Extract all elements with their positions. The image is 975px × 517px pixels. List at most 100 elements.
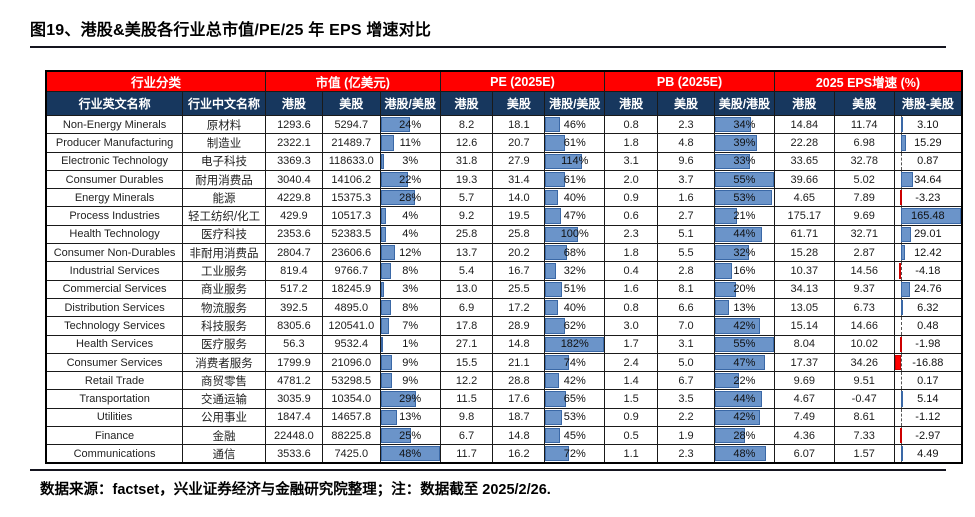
industry-name-cn: 电子科技 xyxy=(182,151,266,171)
group-header: 行业分类 xyxy=(45,70,266,92)
value-cell: 6.73 xyxy=(833,297,895,318)
ratio-bar-cell: 182% xyxy=(544,334,606,354)
value-cell: 16.2 xyxy=(492,444,546,464)
ratio-bar-cell: 21% xyxy=(713,206,775,226)
value-cell: 175.17 xyxy=(773,206,835,226)
data-bar xyxy=(381,226,386,243)
ratio-bar-cell: 61% xyxy=(544,169,606,190)
data-bar xyxy=(381,208,386,224)
industry-name-en: Distribution Services xyxy=(45,297,184,318)
data-bar xyxy=(715,391,763,407)
ratio-bar-cell: 51% xyxy=(544,279,606,299)
value-cell: 1.6 xyxy=(657,188,715,208)
ratio-value: 182% xyxy=(560,338,589,351)
value-cell: 10.37 xyxy=(773,261,835,281)
data-bar xyxy=(545,281,562,297)
ratio-value: 24% xyxy=(399,118,422,131)
industry-name-cn: 商业服务 xyxy=(182,279,266,299)
ratio-value: 22% xyxy=(733,374,756,387)
data-bar xyxy=(381,153,385,169)
data-bar xyxy=(900,299,904,316)
sub-header: 美股 xyxy=(492,91,546,116)
data-bar xyxy=(715,354,766,371)
ratio-value: 9% xyxy=(402,356,419,369)
value-cell: 21489.7 xyxy=(321,133,381,153)
ratio-value: 13% xyxy=(733,301,756,314)
industry-name-cn: 工业服务 xyxy=(182,261,266,281)
industry-name-en: Energy Minerals xyxy=(45,188,184,208)
table-row: Energy Minerals 能源 4229.8 15375.3 28% 5.7 14.0… xyxy=(45,188,963,208)
data-bar xyxy=(381,409,397,426)
ratio-bar-cell: 34% xyxy=(713,114,775,135)
sub-header: 美股 xyxy=(321,91,381,116)
sub-header: 美股/港股 xyxy=(713,91,775,116)
ratio-value: 40% xyxy=(563,191,586,204)
ratio-bar-cell: 28% xyxy=(379,188,441,208)
data-bar xyxy=(545,409,563,426)
table-row: Health Services 医疗服务 56.3 9532.4 1% 27.1 14.8 1… xyxy=(45,334,963,354)
ratio-value: 100% xyxy=(560,228,589,241)
data-bar xyxy=(545,117,561,133)
table-row: Producer Manufacturing 制造业 2322.1 21489.7 11… xyxy=(45,133,963,153)
value-cell: 12.2 xyxy=(439,371,494,391)
eps-diff-bar-cell: 24.76 xyxy=(893,279,963,299)
data-bar xyxy=(545,318,566,334)
value-cell: 11.74 xyxy=(833,114,895,135)
ratio-value: 1% xyxy=(402,338,419,351)
value-cell: 1.9 xyxy=(657,426,715,446)
ratio-bar-cell: 8% xyxy=(379,261,441,281)
ratio-value: 11% xyxy=(399,136,421,149)
data-bar xyxy=(545,208,561,224)
value-cell: 1.7 xyxy=(604,334,659,354)
value-cell: 4.36 xyxy=(773,426,835,446)
data-bar xyxy=(715,245,750,261)
ratio-value: 32% xyxy=(563,265,586,278)
data-bar xyxy=(545,153,583,169)
negative-data-bar xyxy=(899,428,902,444)
eps-diff-bar-cell: 12.42 xyxy=(893,243,963,263)
ratio-value: 40% xyxy=(563,301,586,314)
ratio-bar-cell: 55% xyxy=(713,169,775,190)
value-cell: 7.33 xyxy=(833,426,895,446)
value-cell: 33.65 xyxy=(773,151,835,171)
value-cell: 3.5 xyxy=(657,389,715,409)
ratio-value: 4% xyxy=(402,228,419,241)
value-cell: 2.3 xyxy=(604,224,659,245)
eps-diff-value: 12.42 xyxy=(914,246,942,259)
zero-axis-line xyxy=(900,317,902,335)
value-cell: 1.57 xyxy=(833,444,895,464)
value-cell: 9.8 xyxy=(439,407,494,428)
ratio-bar-cell: 4% xyxy=(379,224,441,245)
value-cell: -0.47 xyxy=(833,389,895,409)
ratio-bar-cell: 45% xyxy=(544,426,606,446)
value-cell: 34.13 xyxy=(773,279,835,299)
value-cell: 20.7 xyxy=(492,133,546,153)
data-bar xyxy=(381,391,417,407)
ratio-value: 62% xyxy=(563,319,586,332)
table-row: Industrial Services 工业服务 819.4 9766.7 8% 5.4 1… xyxy=(45,261,963,281)
value-cell: 20.2 xyxy=(492,243,546,263)
table-body: Non-Energy Minerals 原材料 1293.6 5294.7 24% 8.2… xyxy=(45,114,963,464)
value-cell: 21.1 xyxy=(492,352,546,373)
eps-diff-value: -2.97 xyxy=(915,429,941,442)
ratio-bar-cell: 65% xyxy=(544,389,606,409)
value-cell: 15.28 xyxy=(773,243,835,263)
table-row: Finance 金融 22448.0 88225.8 25% 6.7 14.8 45% 0.5 1… xyxy=(45,426,963,446)
value-cell: 9.37 xyxy=(833,279,895,299)
ratio-bar-cell: 22% xyxy=(713,371,775,391)
table-row: Commercial Services 商业服务 517.2 18245.9 3% 13.… xyxy=(45,279,963,299)
value-cell: 9.2 xyxy=(439,206,494,226)
data-bar xyxy=(545,135,566,151)
data-bar xyxy=(545,299,559,316)
data-bar xyxy=(381,299,391,316)
ratio-value: 44% xyxy=(733,393,756,406)
value-cell: 32.78 xyxy=(833,151,895,171)
data-bar xyxy=(381,318,390,334)
eps-diff-bar-cell: 0.17 xyxy=(893,371,963,391)
ratio-value: 13% xyxy=(399,411,422,424)
table-row: Process Industries 轻工纺织/化工 429.9 10517.3 4% 9… xyxy=(45,206,963,226)
table-head: 行业分类 市值 (亿美元) PE (2025E) PB (2025E) 2025 EPS… xyxy=(45,70,963,116)
value-cell: 8.2 xyxy=(439,114,494,135)
table-row: Non-Energy Minerals 原材料 1293.6 5294.7 24% 8.2… xyxy=(45,114,963,135)
value-cell: 1.1 xyxy=(604,444,659,464)
